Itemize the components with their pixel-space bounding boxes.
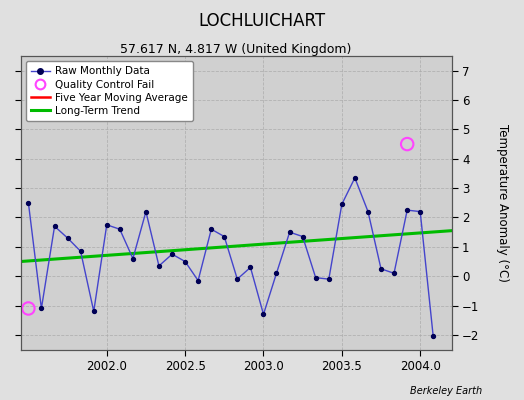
Point — [24, 200, 32, 206]
Point — [181, 258, 189, 265]
Legend: Raw Monthly Data, Quality Control Fail, Five Year Moving Average, Long-Term Tren: Raw Monthly Data, Quality Control Fail, … — [26, 61, 193, 121]
Text: LOCHLUICHART: LOCHLUICHART — [199, 12, 325, 30]
Point — [220, 233, 228, 240]
Point — [129, 255, 137, 262]
Point — [429, 333, 438, 340]
Point — [77, 248, 85, 254]
Text: Berkeley Earth: Berkeley Earth — [410, 386, 482, 396]
Y-axis label: Temperature Anomaly (°C): Temperature Anomaly (°C) — [496, 124, 509, 282]
Point — [246, 264, 255, 270]
Point — [351, 175, 359, 181]
Point — [116, 226, 124, 232]
Point — [63, 235, 72, 241]
Point — [299, 233, 307, 240]
Point — [37, 305, 46, 312]
Point — [337, 201, 346, 208]
Point — [286, 229, 294, 235]
Point — [207, 226, 215, 232]
Point — [325, 276, 333, 282]
Point — [90, 308, 98, 315]
Point — [377, 266, 385, 272]
Point — [403, 141, 411, 147]
Point — [168, 251, 176, 257]
Point — [155, 263, 163, 269]
Point — [272, 270, 281, 276]
Title: 57.617 N, 4.817 W (United Kingdom): 57.617 N, 4.817 W (United Kingdom) — [121, 43, 352, 56]
Point — [233, 276, 242, 282]
Point — [390, 270, 398, 276]
Point — [194, 277, 202, 284]
Point — [403, 207, 411, 213]
Point — [311, 274, 320, 281]
Point — [103, 222, 111, 228]
Point — [50, 223, 59, 230]
Point — [416, 208, 424, 215]
Point — [24, 305, 32, 312]
Point — [259, 311, 268, 318]
Point — [364, 208, 372, 215]
Point — [141, 208, 150, 215]
